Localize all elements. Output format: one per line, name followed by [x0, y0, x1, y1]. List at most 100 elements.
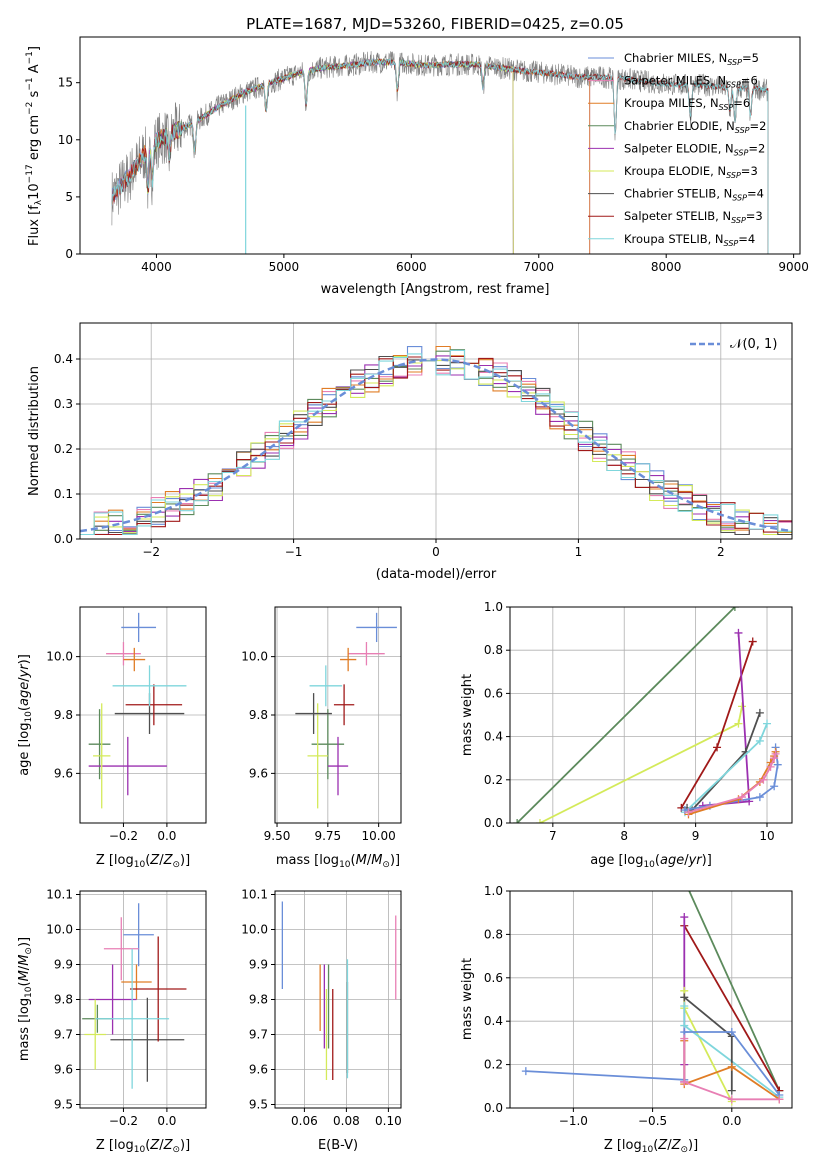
spectrum-ylabel: Flux [fλ10−17 erg cm−2 s−1 A−1] [25, 46, 44, 246]
panel-weight-vs-Z: −1.0 −0.5 0.0 0.0 0.2 0.4 0.6 0.8 1.0 Z [log10(Z… [460, 876, 793, 1155]
age-vs-Z-plot-area [88, 612, 187, 809]
weight-vs-Z-point-marker [680, 993, 689, 1002]
mass-vs-Z-xtick-label: 0.0 [157, 1114, 176, 1128]
mass-vs-ebv-xtick-label: 0.08 [333, 1114, 360, 1128]
weight-vs-Z-ylabel: mass weight [460, 958, 475, 1040]
weight-vs-age-frame [509, 606, 793, 824]
weight-vs-Z-point-marker [680, 913, 689, 922]
weight-vs-age-series-line [516, 607, 736, 823]
weight-vs-age-ytick-label: 0.8 [484, 643, 503, 657]
legend-entry: Kroupa MILES, NSSP=6 [624, 96, 750, 112]
weight-vs-age-xtick-label: 10 [759, 829, 774, 843]
age-vs-Z-ytick-label: 9.8 [54, 708, 73, 722]
weight-vs-age-xlabel: age [log10(age/yr)] [590, 853, 712, 870]
age-vs-Z-xtick-label: −0.2 [109, 829, 138, 843]
weight-vs-Z-point-marker [680, 1077, 689, 1086]
residuals-xtick-label: 0 [432, 545, 440, 559]
mass-vs-Z-xlabel: Z [log10(Z/Z⊙)] [96, 1138, 190, 1155]
weight-vs-age-series-group [513, 607, 782, 823]
age-vs-mass-ytick-label: 10.0 [241, 650, 268, 664]
weight-vs-Z-point-marker [680, 1002, 689, 1011]
weight-vs-age-ytick-label: 0.0 [484, 816, 503, 830]
spectrum-ytick-label: 15 [58, 76, 73, 90]
legend-entry: Salpeter STELIB, NSSP=3 [624, 209, 763, 225]
model-spectrum-line [143, 58, 514, 255]
weight-vs-age-series-line [688, 751, 777, 816]
mass-vs-Z-ytick-label: 10.0 [46, 923, 73, 937]
model-spectrum-line [111, 58, 591, 254]
residuals-ytick-label: 0.2 [54, 442, 73, 456]
weight-vs-age-ylabel: mass weight [460, 674, 475, 756]
spectrum-legend: Chabrier MILES, NSSP=5 Salpeter MILES, NS… [588, 51, 766, 248]
spectrum-xtick-label: 8000 [651, 260, 682, 274]
age-vs-Z-ytick-label: 10.0 [46, 650, 73, 664]
age-vs-Z-xtick-label: 0.0 [157, 829, 176, 843]
weight-vs-age-plot-area [513, 607, 782, 823]
figure-title: PLATE=1687, MJD=53260, FIBERID=0425, z=0… [246, 15, 624, 33]
age-vs-mass-xtick-label: 10.00 [361, 829, 395, 843]
weight-vs-Z-point-marker [727, 1086, 736, 1095]
weight-vs-Z-ytick-label: 0.0 [484, 1101, 503, 1115]
weight-vs-Z-xtick-label: −0.5 [638, 1114, 667, 1128]
residuals-plot-area [79, 345, 793, 536]
residuals-ylabel: Normed distribution [27, 366, 42, 496]
weight-vs-age-ytick-label: 0.6 [484, 686, 503, 700]
weight-vs-age-point-marker [734, 628, 743, 637]
weight-vs-Z-series-line [683, 1038, 780, 1101]
mass-vs-ebv-plot-area [281, 901, 397, 1080]
weight-vs-age-ytick-label: 0.2 [484, 773, 503, 787]
panel-mass-vs-Z: −0.2 0.0 9.5 9.6 9.7 9.8 9.9 10.0 10.1 Z [log10(… [17, 888, 207, 1155]
model-spectrum-line [111, 57, 769, 255]
weight-vs-age-point-marker [773, 760, 782, 769]
age-vs-Z-ylabel: age [log10(age/yr)] [17, 654, 34, 776]
residuals-xlabel: (data-model)/error [376, 567, 497, 582]
spectrum-ytick-label: 10 [58, 133, 73, 147]
weight-vs-Z-point-marker [680, 876, 688, 884]
panel-age-vs-Z: −0.2 0.0 9.6 9.8 10.0 Z [log10(Z/Z⊙)] age [l… [17, 606, 207, 870]
weight-vs-age-point-marker [535, 819, 544, 823]
histogram-step-line [80, 349, 792, 536]
weight-vs-Z-xtick-label: −1.0 [559, 1114, 588, 1128]
spectrum-xtick-label: 6000 [396, 260, 427, 274]
age-vs-mass-plot-area [295, 612, 397, 809]
weight-vs-age-point-marker [738, 702, 747, 711]
legend-entry: Chabrier ELODIE, NSSP=2 [624, 119, 766, 135]
legend-entry: Chabrier MILES, NSSP=5 [624, 51, 759, 67]
weight-vs-age-point-marker [730, 607, 739, 611]
age-vs-mass-ytick-label: 9.6 [249, 766, 268, 780]
weight-vs-age-point-marker [748, 637, 757, 646]
mass-vs-Z-xtick-label: −0.2 [109, 1114, 138, 1128]
weight-vs-Z-frame [509, 890, 793, 1109]
weight-vs-Z-point-marker [680, 1034, 689, 1043]
weight-vs-age-ytick-label: 0.4 [484, 730, 503, 744]
spectrum-ytick-label: 0 [65, 247, 73, 261]
weight-vs-age-point-marker [755, 708, 764, 717]
age-vs-mass-xtick-label: 9.75 [314, 829, 341, 843]
mass-vs-Z-ytick-label: 9.9 [54, 958, 73, 972]
residuals-ytick-label: 0.3 [54, 397, 73, 411]
weight-vs-age-xtick-label: 9 [692, 829, 700, 843]
weight-vs-Z-point-marker [727, 1028, 736, 1037]
weight-vs-age-point-marker [771, 749, 780, 758]
weight-vs-Z-ytick-label: 0.6 [484, 971, 503, 985]
mass-vs-Z-ytick-label: 9.5 [54, 1098, 73, 1112]
weight-vs-Z-point-marker [727, 1062, 736, 1071]
weight-vs-Z-ytick-label: 1.0 [484, 884, 503, 898]
model-spectrum-line [143, 58, 514, 255]
age-vs-Z-xlabel: Z [log10(Z/Z⊙)] [96, 853, 190, 870]
mass-vs-ebv-ytick-label: 9.5 [249, 1098, 268, 1112]
spectrum-xlabel: wavelength [Angstrom, rest frame] [321, 282, 550, 297]
weight-vs-age-xtick-label: 7 [549, 829, 557, 843]
residuals-ytick-label: 0.0 [54, 532, 73, 546]
residuals-ytick-label: 0.4 [54, 352, 73, 366]
weight-vs-age-ytick-label: 1.0 [484, 600, 503, 614]
spectrum-xtick-label: 5000 [269, 260, 300, 274]
weight-vs-Z-point-marker [775, 1095, 784, 1104]
mass-vs-Z-ytick-label: 9.8 [54, 993, 73, 1007]
spectrum-xtick-label: 4000 [141, 260, 172, 274]
residuals-xtick-label: 1 [575, 545, 583, 559]
weight-vs-age-point-marker [713, 743, 722, 752]
residuals-xtick-label: −2 [142, 545, 160, 559]
weight-vs-Z-series-group [521, 876, 784, 1106]
